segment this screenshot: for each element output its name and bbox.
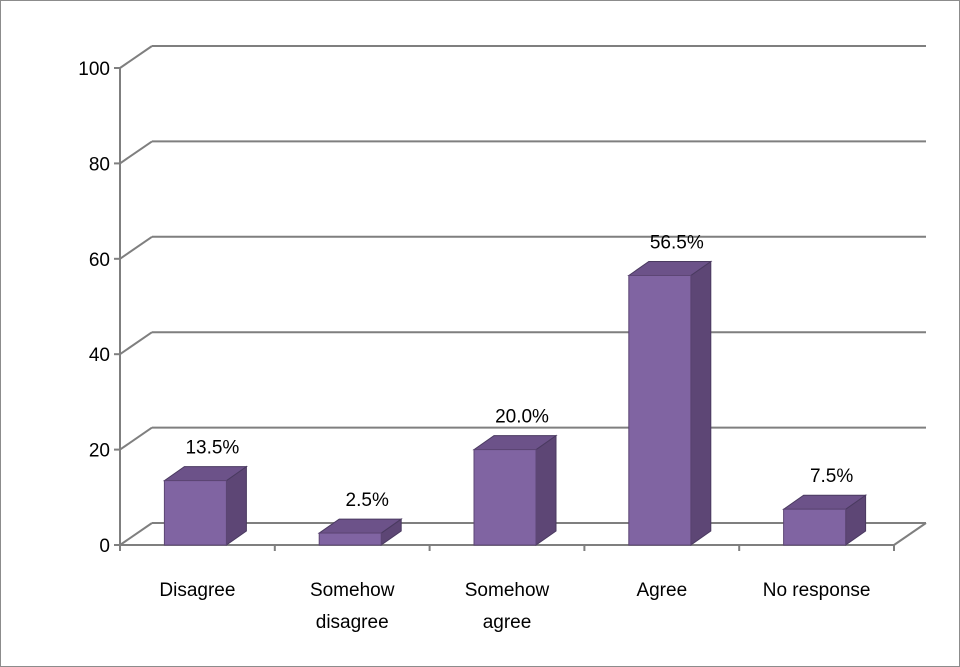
y-tick-label: 80 [89, 154, 110, 175]
bar [473, 449, 537, 546]
data-label: 7.5% [810, 466, 853, 487]
gridline-diagonal [119, 45, 153, 69]
data-label: 20.0% [495, 407, 549, 428]
y-tick-label: 40 [89, 345, 110, 366]
y-tick-label: 20 [89, 441, 110, 462]
data-label: 56.5% [650, 232, 704, 253]
y-tick-label: 0 [99, 536, 110, 557]
floor-edge [893, 522, 927, 546]
category-label: Somehow [310, 580, 395, 601]
bar-side [535, 434, 557, 546]
bar [163, 480, 227, 546]
data-label: 13.5% [185, 438, 239, 459]
labels: 0 20 40 60 80 100 13.5% Disagree 2.5% Somehow disa… [78, 59, 870, 633]
gridline-diagonal [119, 140, 153, 165]
category-label: Agree [636, 580, 687, 601]
category-label: No response [763, 580, 871, 601]
bar-side [690, 260, 712, 546]
y-tick-label: 60 [89, 250, 110, 271]
gridline-diagonal [119, 331, 153, 356]
bar [783, 508, 847, 546]
category-label: Somehow [465, 580, 550, 601]
bar [318, 532, 382, 546]
gridline-diagonal [119, 235, 153, 260]
category-label: Disagree [159, 580, 235, 601]
gridline-diagonal [119, 426, 153, 451]
bars [162, 260, 868, 546]
data-label: 2.5% [346, 490, 389, 511]
bar [628, 274, 692, 546]
category-label: disagree [316, 612, 389, 633]
category-label: agree [483, 612, 532, 633]
gridline-diagonal [119, 522, 153, 546]
y-tick-label: 100 [78, 59, 110, 80]
